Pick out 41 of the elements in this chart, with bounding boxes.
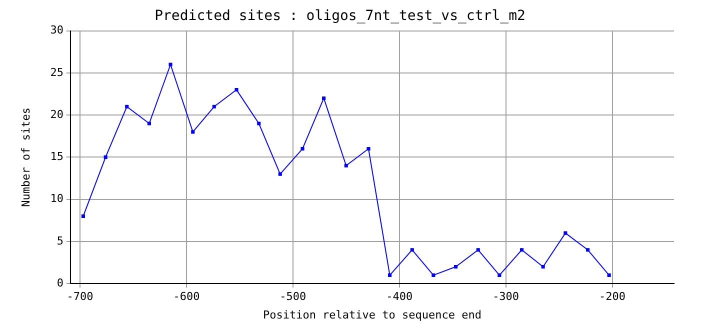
point xyxy=(300,147,304,151)
point xyxy=(410,248,414,252)
point xyxy=(125,104,129,108)
y-tick-label: 0 xyxy=(56,276,64,290)
y-tick-label: 5 xyxy=(56,234,64,248)
point xyxy=(322,96,326,100)
point xyxy=(607,273,611,277)
x-tick-label: -500 xyxy=(280,290,306,304)
y-tick-label: 15 xyxy=(50,150,64,164)
point xyxy=(476,248,480,252)
point xyxy=(520,248,524,252)
point xyxy=(278,172,282,176)
point xyxy=(147,122,151,126)
point xyxy=(257,122,261,126)
point xyxy=(366,147,370,151)
y-tick-label: 30 xyxy=(50,24,64,37)
x-axis-title: Position relative to sequence end xyxy=(262,308,482,322)
point xyxy=(212,104,216,108)
point xyxy=(541,264,545,269)
point xyxy=(388,273,392,277)
x-tick-label: -700 xyxy=(66,290,94,304)
point xyxy=(454,264,458,269)
point xyxy=(81,214,85,218)
point xyxy=(564,231,568,235)
y-tick-label: 10 xyxy=(50,192,64,206)
point xyxy=(586,248,590,252)
point xyxy=(234,88,238,92)
y-tick-label: 20 xyxy=(50,108,64,121)
x-tick-label: -200 xyxy=(599,290,626,304)
point xyxy=(498,273,502,277)
point xyxy=(104,155,108,159)
point xyxy=(191,130,195,134)
point xyxy=(168,62,172,66)
point xyxy=(344,164,348,168)
y-axis-title: Number of sites xyxy=(19,108,32,207)
x-tick-label: -600 xyxy=(173,290,200,304)
x-tick-label: -300 xyxy=(492,290,520,304)
x-tick-label: -400 xyxy=(386,290,413,304)
chart-title: Predicted sites : oligos_7nt_test_vs_ctrl_m2 xyxy=(154,8,526,24)
point xyxy=(432,273,436,277)
y-tick-label: 25 xyxy=(50,66,64,79)
